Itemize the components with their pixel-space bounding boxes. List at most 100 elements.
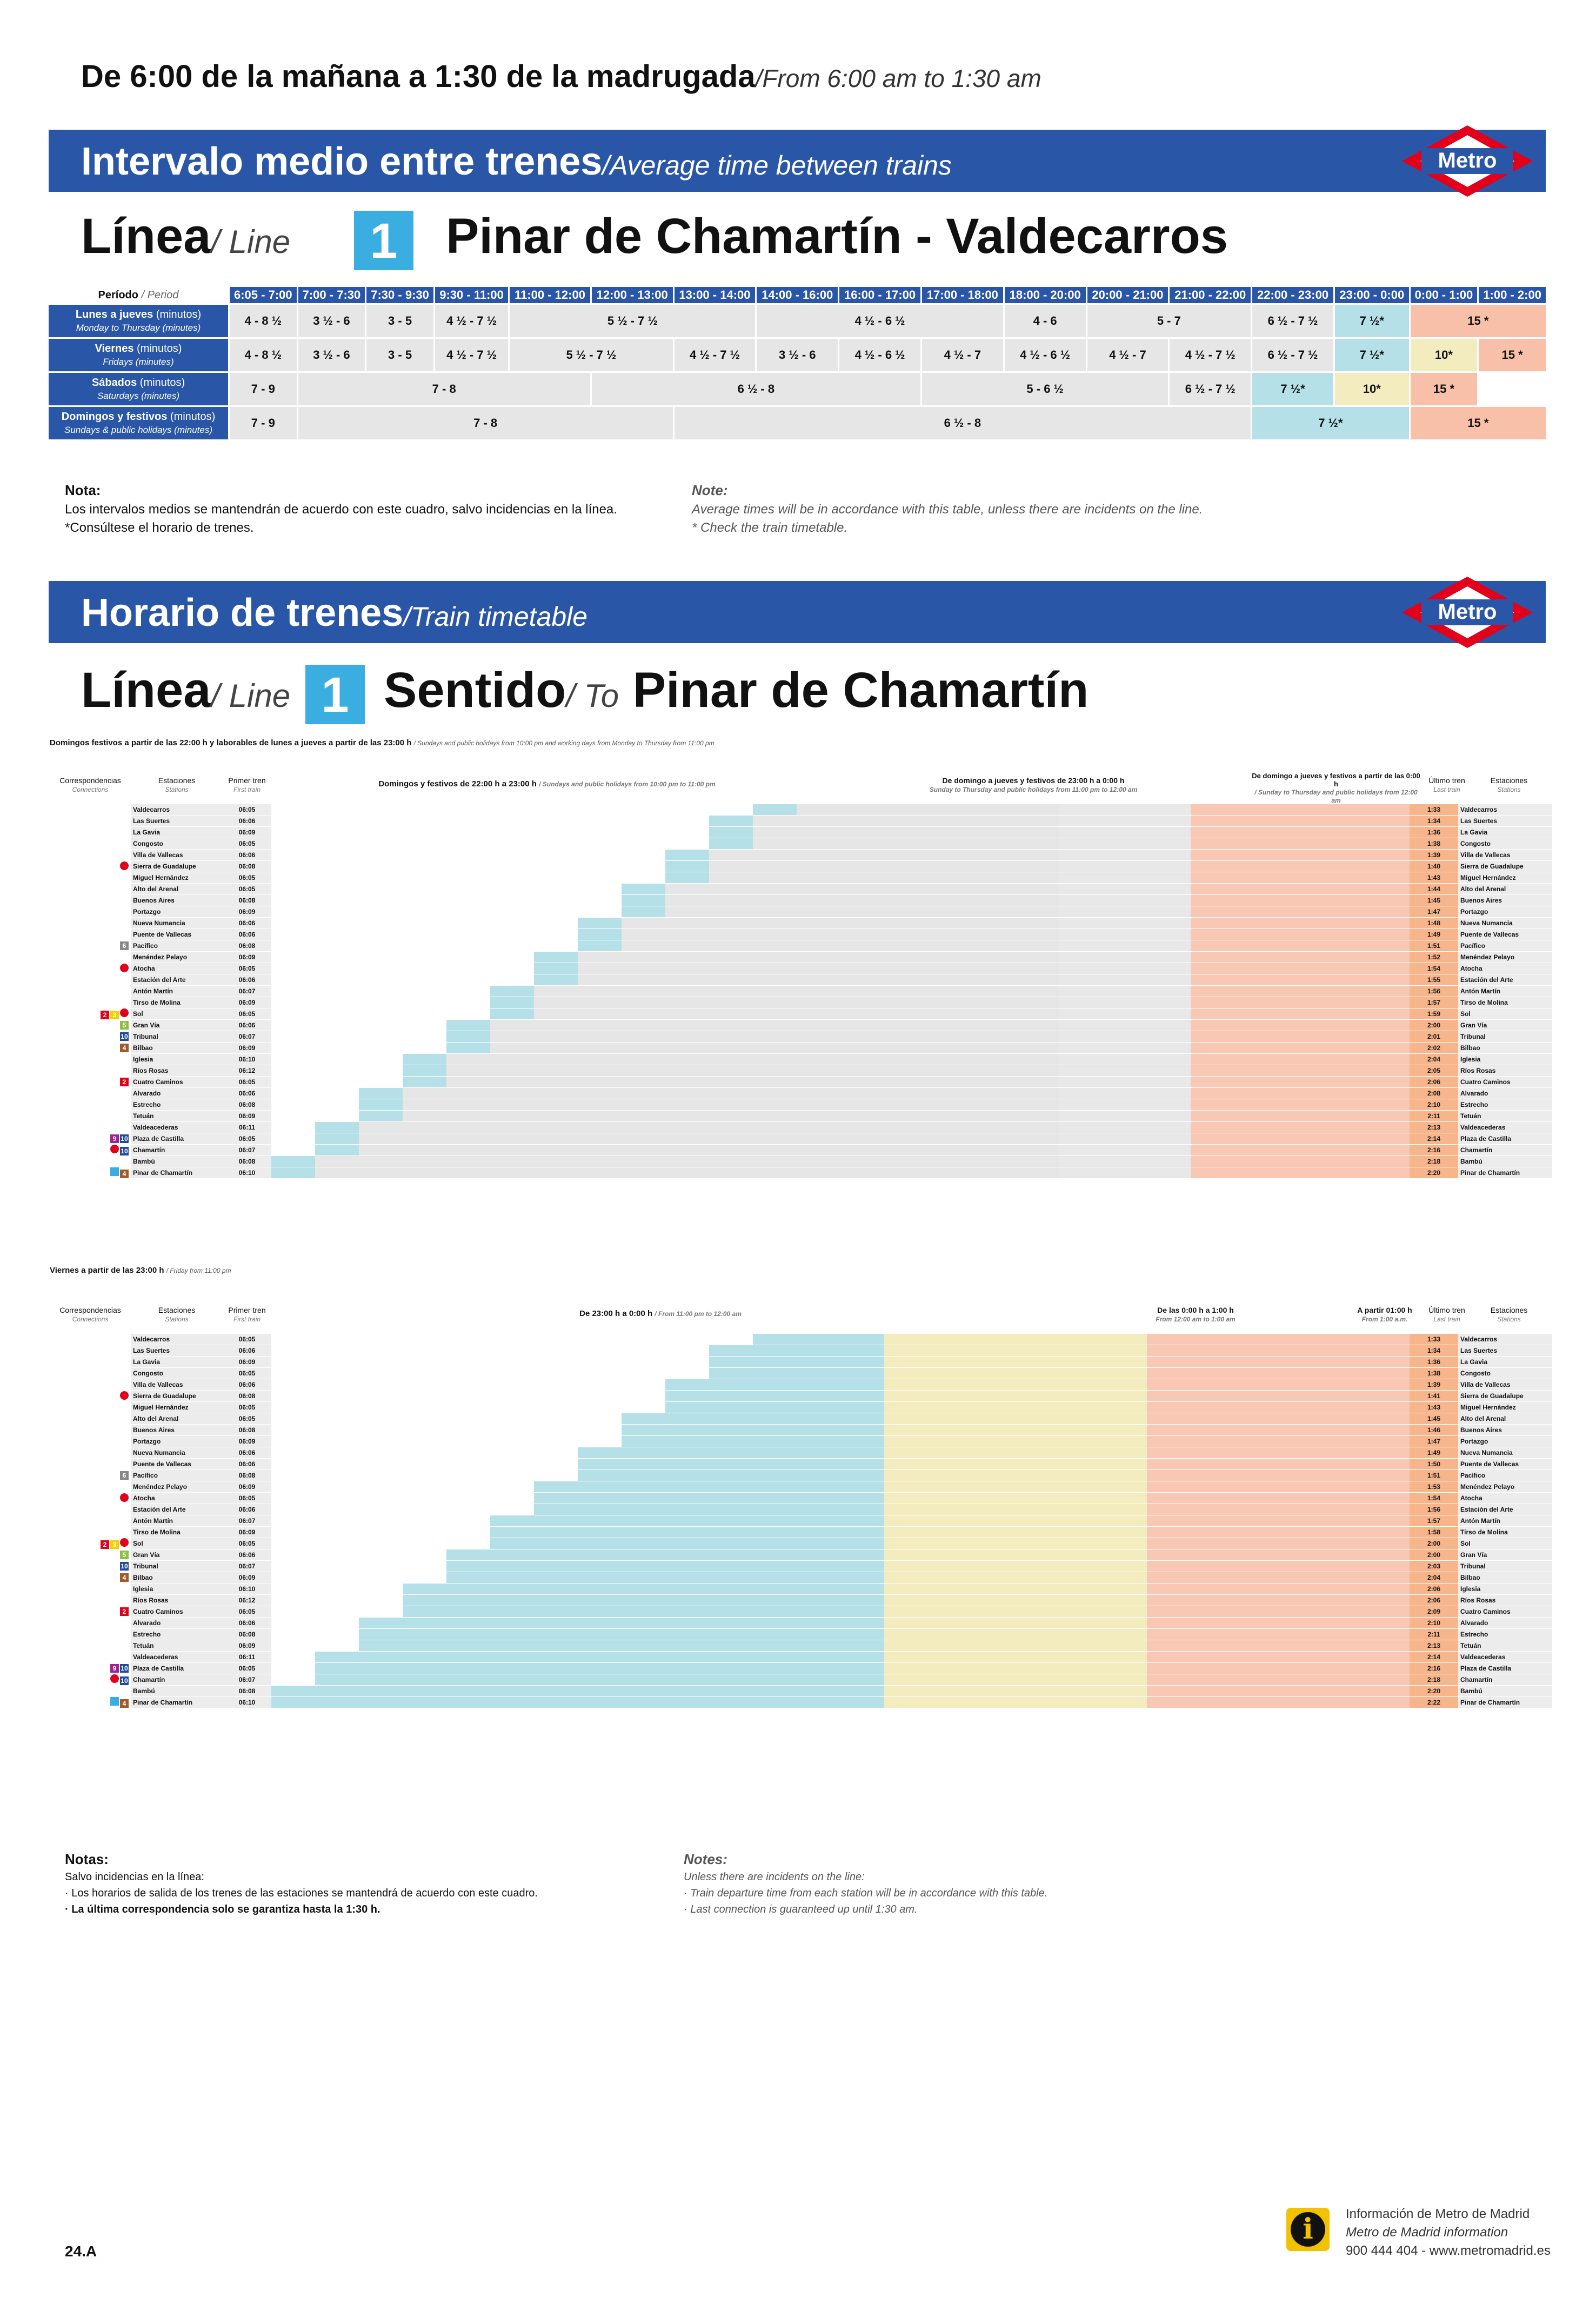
last-train: 2:13 <box>1410 1121 1458 1133</box>
time-cell <box>622 815 665 827</box>
time-cell <box>578 974 622 986</box>
last-train: 1:46 <box>1410 1424 1458 1436</box>
time-cell <box>972 1560 1016 1572</box>
time-cell <box>622 1674 665 1686</box>
station-name: Buenos Aires <box>1458 894 1552 906</box>
time-cell <box>1191 1110 1234 1122</box>
time-cell <box>1147 1572 1191 1584</box>
time-cell <box>1278 1674 1322 1686</box>
time-cell <box>1234 1413 1278 1425</box>
time-cell <box>315 1549 359 1561</box>
time-cell <box>359 1628 403 1640</box>
station-row: Ríos Rosas 06:12 2:05 Ríos Rosas <box>50 1065 1552 1077</box>
interval-cell: 15 * <box>1479 339 1546 371</box>
first-train: 06:09 <box>223 1640 271 1652</box>
time-cell <box>928 1458 972 1470</box>
station-name: Pinar de Chamartín <box>1458 1167 1552 1179</box>
time-cell <box>753 1087 797 1099</box>
time-cell <box>1234 1549 1278 1561</box>
time-cell <box>665 1019 709 1031</box>
time-cell <box>534 1008 578 1020</box>
time-cell <box>709 1651 753 1663</box>
time-cell <box>490 928 534 940</box>
time-cell <box>359 826 403 838</box>
first-train: 06:05 <box>223 1367 271 1379</box>
time-cell <box>972 928 1016 940</box>
time-cell <box>1234 1087 1278 1099</box>
first-train: 06:06 <box>223 917 271 929</box>
time-cell <box>271 1008 315 1020</box>
time-cell <box>753 1076 797 1088</box>
time-cell <box>797 1492 840 1504</box>
time-cell <box>1366 1144 1410 1156</box>
time-cell <box>403 1696 446 1708</box>
time-cell <box>622 951 665 963</box>
time-cell <box>271 1053 315 1065</box>
time-cell <box>578 1458 622 1470</box>
first-train: 06:11 <box>223 1121 271 1133</box>
time-cell <box>709 928 753 940</box>
first-train: 06:05 <box>223 1413 271 1425</box>
time-cell <box>1016 1640 1059 1652</box>
station-row: Estación del Arte 06:06 1:55 Estación del A… <box>50 974 1552 986</box>
time-cell <box>709 1526 753 1538</box>
first-train: 06:08 <box>223 894 271 906</box>
time-cell <box>359 1458 403 1470</box>
time-cell <box>403 804 446 816</box>
time-cell <box>1191 1469 1234 1481</box>
time-cell <box>271 1515 315 1527</box>
time-cell <box>1016 1583 1059 1595</box>
time-cell <box>271 1133 315 1145</box>
station-name: Pinar de Chamartín <box>1458 1696 1552 1708</box>
time-cell <box>578 997 622 1008</box>
time-cell <box>797 1099 840 1111</box>
time-cell <box>622 1572 665 1584</box>
time-cell <box>1103 928 1147 940</box>
time-cell <box>446 1640 490 1652</box>
time-cell <box>840 963 884 974</box>
time-cell <box>403 906 446 918</box>
time-cell <box>622 1121 665 1133</box>
time-cell <box>622 1087 665 1099</box>
time-cell <box>578 1065 622 1077</box>
time-cell <box>840 1031 884 1043</box>
time-cell <box>1322 894 1366 906</box>
time-cell <box>1234 1345 1278 1357</box>
connection-badge: 5 <box>120 1021 129 1030</box>
time-cell <box>709 1424 753 1436</box>
time-range-header: 13:00 - 14:00 <box>674 287 756 303</box>
time-cell <box>1016 1053 1059 1065</box>
time-cell <box>271 963 315 974</box>
time-cell <box>403 815 446 827</box>
time-cell <box>1234 1031 1278 1043</box>
time-cell <box>1191 1447 1234 1459</box>
time-cell <box>797 1065 840 1077</box>
time-cell <box>1103 883 1147 895</box>
time-cell <box>1322 815 1366 827</box>
time-cell <box>1016 1696 1059 1708</box>
last-train: 1:38 <box>1410 1367 1458 1379</box>
time-cell <box>1059 1053 1103 1065</box>
time-cell <box>1103 1549 1147 1561</box>
time-cell <box>884 1008 928 1020</box>
time-cell <box>884 951 928 963</box>
time-cell <box>709 826 753 838</box>
connections <box>50 1379 131 1391</box>
station-name: Puente de Vallecas <box>1458 928 1552 940</box>
time-cell <box>1016 1424 1059 1436</box>
time-cell <box>665 1356 709 1368</box>
station-name: Menéndez Pelayo <box>1458 951 1552 963</box>
time-cell <box>1278 1504 1322 1515</box>
time-cell <box>1103 1538 1147 1549</box>
time-cell <box>840 1379 884 1391</box>
time-cell <box>928 1008 972 1020</box>
time-cell <box>1234 1042 1278 1054</box>
section-frequency-header: Intervalo medio entre trenes/Average tim… <box>49 125 1546 197</box>
time-cell <box>403 1515 446 1527</box>
time-cell <box>534 1538 578 1549</box>
time-cell <box>359 1606 403 1618</box>
time-cell <box>490 1685 534 1697</box>
time-cell <box>403 1053 446 1065</box>
time-cell <box>490 1526 534 1538</box>
time-cell <box>928 1379 972 1391</box>
